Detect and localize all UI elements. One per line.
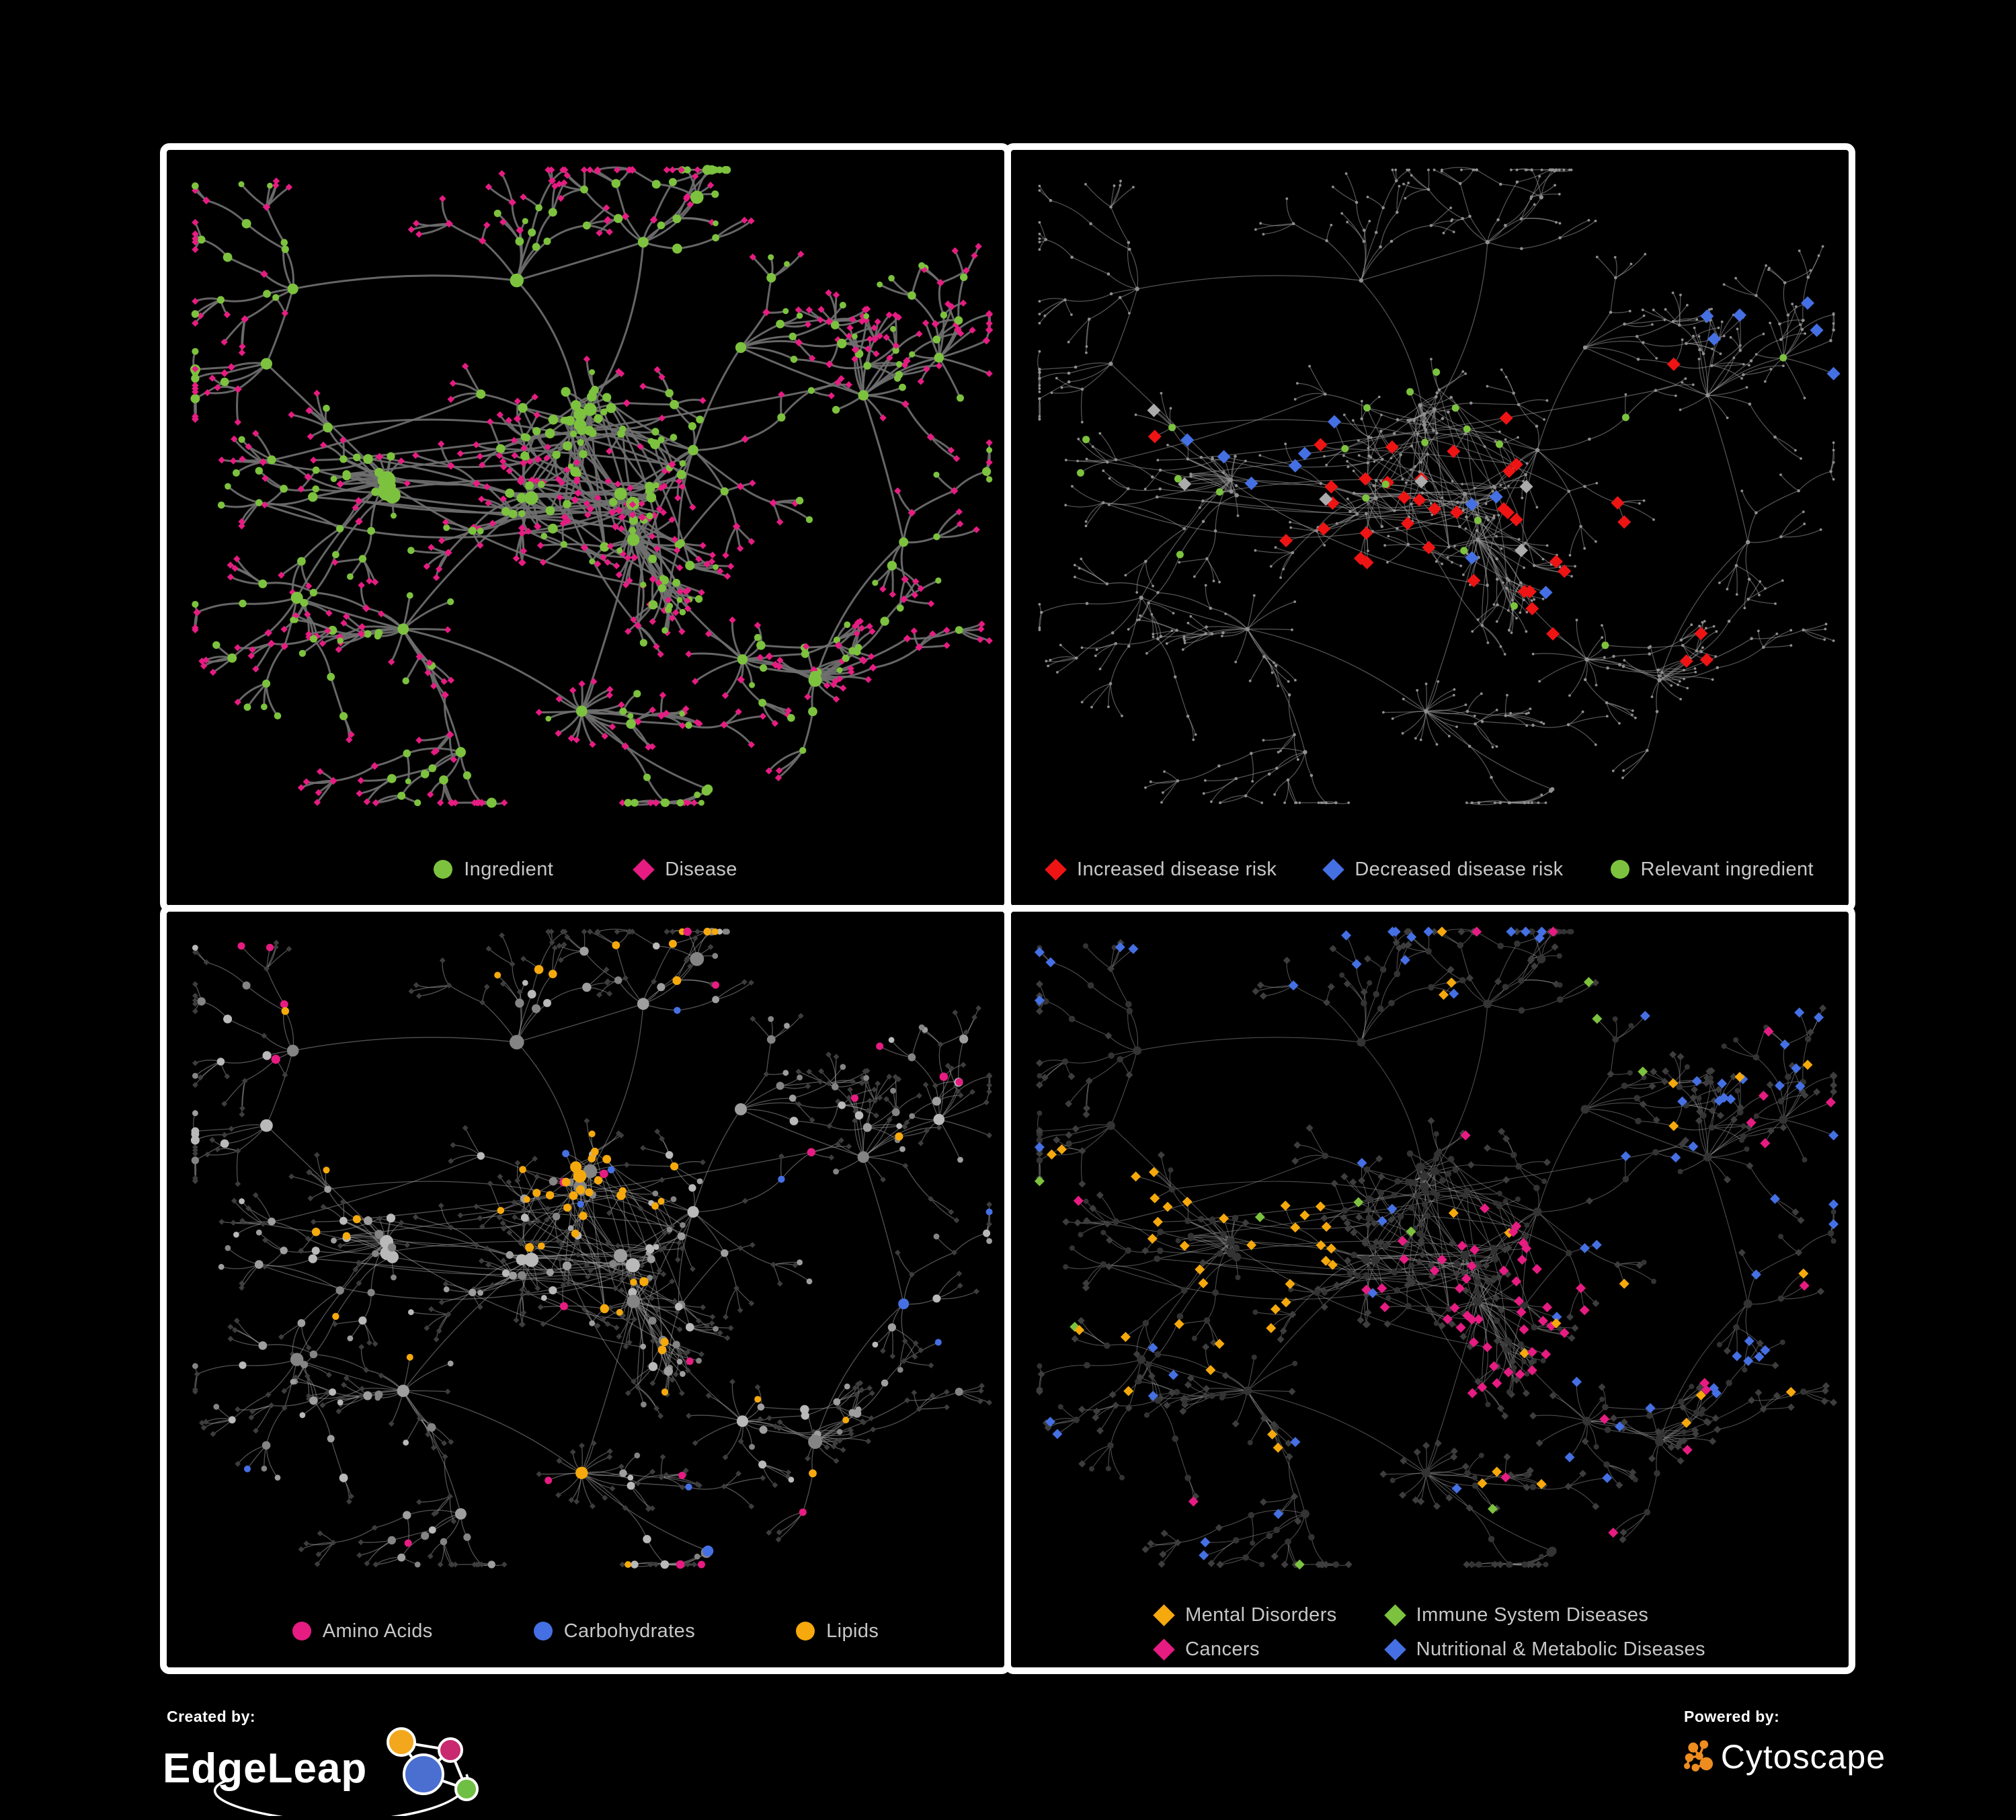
carbohydrates-swatch-icon bbox=[533, 1622, 553, 1640]
legend-label: Increased disease risk bbox=[1076, 858, 1277, 880]
legend-item-nutritional-metabolic: Nutritional & Metabolic Diseases bbox=[1383, 1638, 1705, 1661]
legend-item-increased-risk: Increased disease risk bbox=[1045, 858, 1277, 881]
legend-label: Disease bbox=[665, 858, 737, 880]
panel-disease-risk: Increased disease risk Decreased disease… bbox=[1004, 143, 1855, 912]
legend-item-relevant-ingredient: Relevant ingredient bbox=[1610, 858, 1814, 881]
legend-disease-classes: Mental Disorders Immune System Diseases … bbox=[1011, 1591, 1849, 1667]
legend-label: Amino Acids bbox=[322, 1620, 433, 1642]
legend-item-cancers: Cancers bbox=[1153, 1638, 1337, 1661]
legend-item-mental-disorders: Mental Disorders bbox=[1153, 1604, 1337, 1626]
edgeleap-network-icon bbox=[387, 1727, 479, 1801]
legend-label: Nutritional & Metabolic Diseases bbox=[1416, 1638, 1705, 1660]
panel-ingredient-classes: Amino Acids Carbohydrates Lipids bbox=[160, 905, 1011, 1674]
disease-risk-network-graph bbox=[1037, 167, 1841, 805]
ingredient-class-network-graph bbox=[190, 927, 993, 1569]
edgeleap-wordmark: EdgeLeap bbox=[163, 1745, 367, 1792]
lipids-swatch-icon bbox=[796, 1622, 815, 1640]
ingredient-swatch-icon bbox=[434, 860, 453, 879]
legend-label: Lipids bbox=[826, 1620, 879, 1642]
legend-label: Relevant ingredient bbox=[1640, 858, 1814, 880]
legend-item-amino-acids: Amino Acids bbox=[292, 1620, 433, 1643]
created-by-block: Created by: EdgeLeap bbox=[163, 1708, 485, 1816]
legend-label: Ingredient bbox=[464, 858, 554, 880]
mental-disorders-swatch-icon bbox=[1153, 1604, 1175, 1626]
ingredient-disease-network-graph bbox=[190, 165, 994, 808]
legend-item-immune-system-diseases: Immune System Diseases bbox=[1383, 1604, 1705, 1626]
cancers-swatch-icon bbox=[1153, 1638, 1175, 1661]
immune-system-swatch-icon bbox=[1383, 1604, 1406, 1626]
panel-disease-classes: Mental Disorders Immune System Diseases … bbox=[1004, 905, 1855, 1674]
legend-label: Immune System Diseases bbox=[1416, 1604, 1649, 1626]
nutritional-metabolic-swatch-icon bbox=[1383, 1638, 1406, 1661]
powered-by-block: Powered by: Cytoscape bbox=[1684, 1708, 1886, 1785]
legend-item-lipids: Lipids bbox=[796, 1620, 879, 1643]
decreased-risk-swatch-icon bbox=[1322, 858, 1345, 881]
legend-item-ingredient: Ingredient bbox=[434, 859, 553, 881]
edgeleap-swoosh bbox=[213, 1774, 469, 1816]
amino-acids-swatch-icon bbox=[292, 1622, 311, 1640]
legend-ingredient-disease: Ingredient Disease bbox=[167, 829, 1004, 906]
relevant-ingredient-swatch-icon bbox=[1610, 860, 1629, 879]
disease-class-network-graph bbox=[1034, 926, 1839, 1570]
legend-item-carbohydrates: Carbohydrates bbox=[533, 1620, 696, 1643]
figure-grid: Ingredient Disease Increased disease ris… bbox=[160, 143, 1855, 1674]
legend-label: Carbohydrates bbox=[563, 1620, 696, 1642]
legend-ingredient-classes: Amino Acids Carbohydrates Lipids bbox=[167, 1591, 1004, 1667]
legend-item-decreased-risk: Decreased disease risk bbox=[1322, 858, 1564, 881]
cytoscape-logo-icon bbox=[1684, 1740, 1713, 1772]
legend-disease-risk: Increased disease risk Decreased disease… bbox=[1011, 829, 1849, 906]
disease-swatch-icon bbox=[633, 858, 655, 881]
created-by-label: Created by: bbox=[167, 1708, 256, 1725]
panel-ingredient-disease: Ingredient Disease bbox=[160, 143, 1011, 912]
legend-label: Decreased disease risk bbox=[1355, 858, 1564, 880]
cytoscape-wordmark: Cytoscape bbox=[1720, 1738, 1886, 1776]
legend-label: Cancers bbox=[1185, 1638, 1260, 1660]
increased-risk-swatch-icon bbox=[1045, 858, 1067, 881]
edgeleap-logo: EdgeLeap bbox=[163, 1727, 479, 1816]
legend-label: Mental Disorders bbox=[1185, 1604, 1337, 1626]
legend-item-disease: Disease bbox=[633, 858, 737, 881]
powered-by-label: Powered by: bbox=[1684, 1708, 1780, 1725]
